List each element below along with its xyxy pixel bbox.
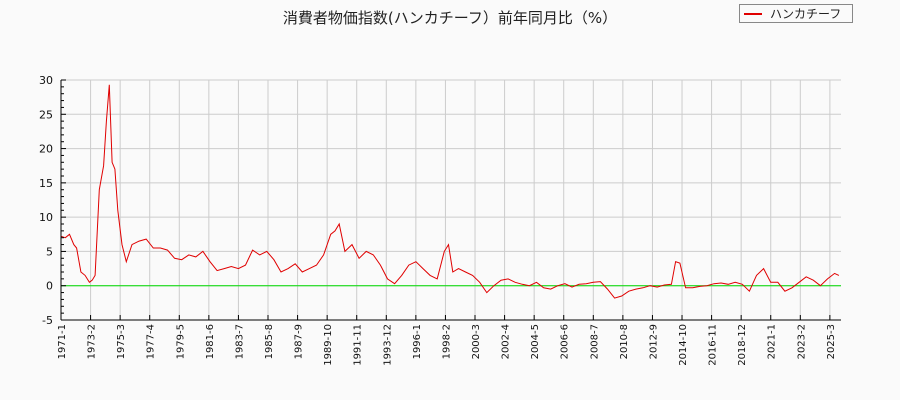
svg-text:1977-4: 1977-4 <box>146 324 157 359</box>
svg-text:-5: -5 <box>42 314 53 327</box>
svg-text:2010-8: 2010-8 <box>619 324 630 359</box>
svg-text:2014-10: 2014-10 <box>678 324 689 366</box>
y-axis-labels: -5 0 5 10 15 20 25 30 <box>39 74 53 327</box>
svg-text:2002-4: 2002-4 <box>501 324 512 359</box>
svg-text:1987-9: 1987-9 <box>294 324 305 359</box>
series-line <box>60 84 840 299</box>
svg-text:1991-11: 1991-11 <box>353 324 364 366</box>
svg-text:10: 10 <box>39 211 53 224</box>
svg-text:2012-9: 2012-9 <box>648 324 659 359</box>
svg-text:2000-3: 2000-3 <box>471 324 482 359</box>
legend-label: ハンカチーフ <box>770 7 842 21</box>
svg-text:2006-6: 2006-6 <box>560 324 571 359</box>
svg-text:2018-12: 2018-12 <box>737 324 748 366</box>
legend: ハンカチーフ <box>739 4 853 23</box>
svg-text:2021-1: 2021-1 <box>767 324 778 359</box>
svg-text:1981-6: 1981-6 <box>205 324 216 359</box>
svg-text:25: 25 <box>39 108 53 121</box>
svg-text:1983-7: 1983-7 <box>234 324 245 359</box>
svg-text:1973-2: 1973-2 <box>87 324 98 359</box>
svg-text:1998-2: 1998-2 <box>441 324 452 359</box>
grid-lines <box>60 79 841 321</box>
svg-text:1996-1: 1996-1 <box>412 324 423 359</box>
legend-swatch-icon <box>744 12 762 15</box>
svg-text:2025-3: 2025-3 <box>826 324 837 359</box>
svg-text:1989-10: 1989-10 <box>323 324 334 366</box>
svg-text:2008-7: 2008-7 <box>589 324 600 359</box>
svg-text:15: 15 <box>39 177 53 190</box>
svg-text:1993-12: 1993-12 <box>382 324 393 366</box>
x-axis-labels: 1971-1 1973-2 1975-3 1977-4 1979-5 1981-6 1983… <box>57 324 837 366</box>
svg-text:0: 0 <box>46 280 53 293</box>
svg-text:2023-2: 2023-2 <box>796 324 807 359</box>
svg-text:5: 5 <box>46 245 53 258</box>
axes <box>60 79 841 321</box>
svg-text:2004-5: 2004-5 <box>530 324 541 359</box>
svg-text:1985-8: 1985-8 <box>264 324 275 359</box>
svg-text:1975-3: 1975-3 <box>116 324 127 359</box>
svg-text:30: 30 <box>39 74 53 87</box>
svg-text:2016-11: 2016-11 <box>708 324 719 366</box>
chart-title: 消費者物価指数(ハンカチーフ）前年同月比（%） <box>282 9 618 27</box>
svg-text:20: 20 <box>39 143 53 156</box>
svg-text:1979-5: 1979-5 <box>175 324 186 359</box>
svg-text:1971-1: 1971-1 <box>57 324 68 359</box>
